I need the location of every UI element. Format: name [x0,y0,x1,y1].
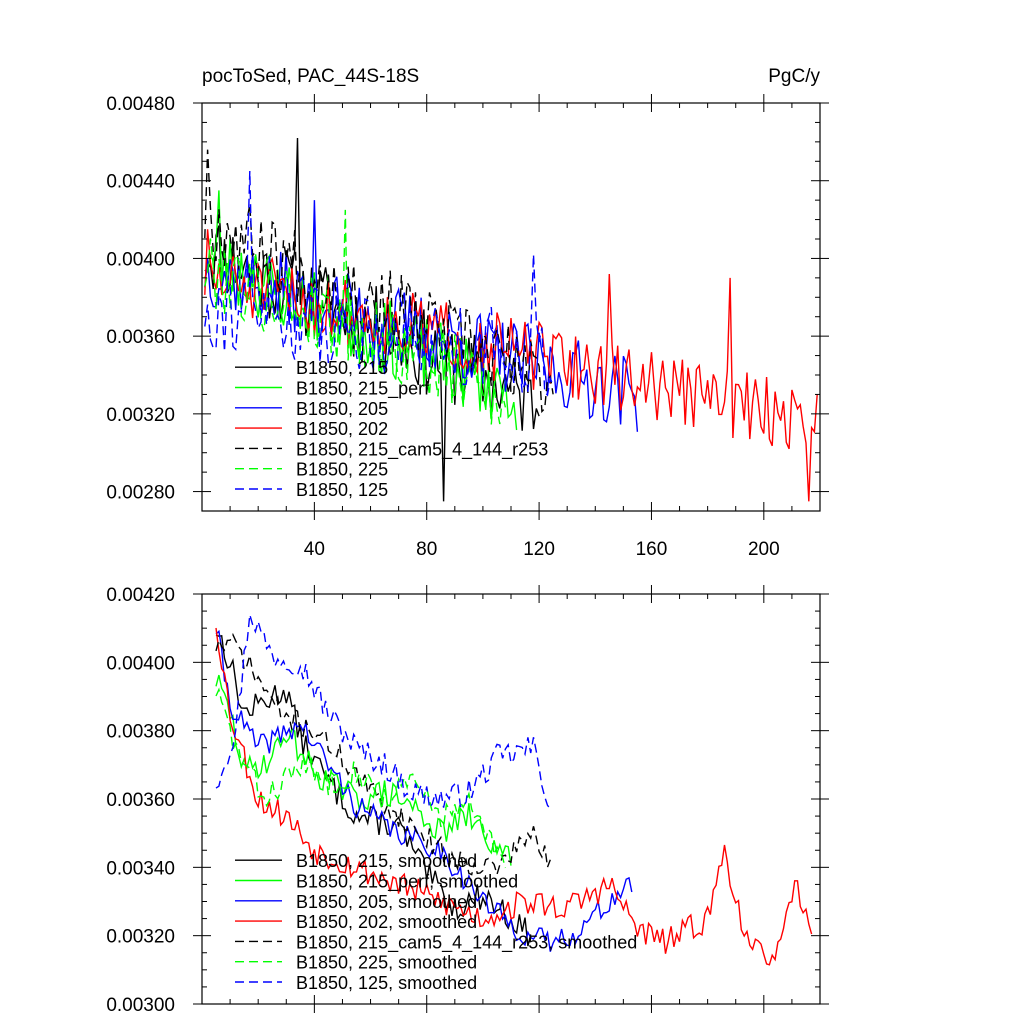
legend-label: B1850, 205 [296,399,388,419]
y-tick-label: 0.00400 [106,249,175,270]
y-tick-label: 0.00340 [106,858,175,879]
legend-label: B1850, 215, smoothed [296,851,477,871]
chart-units: PgC/y [768,66,820,87]
legend-label: B1850, 125, smoothed [296,973,477,993]
series-line-3 [215,629,633,952]
legend-label: B1850, 125 [296,480,388,500]
y-tick-label: 0.00280 [106,483,175,504]
legend-label: B1850, 202 [296,419,388,439]
x-tick-label: 160 [636,539,668,560]
legend-label: B1850, 202, smoothed [296,912,477,932]
legend-label: B1850, 215_perf, smoothed [296,872,518,893]
y-tick-label: 0.00440 [106,172,175,193]
x-tick-label: 200 [748,539,780,560]
series-line-5 [204,149,554,414]
x-tick-label: 40 [304,539,325,560]
series-group [204,137,818,502]
y-tick-label: 0.00360 [106,790,175,811]
legend-label: B1850, 205, smoothed [296,892,477,912]
legend-label: B1850, 215 [296,358,388,378]
x-tick-label: 80 [416,539,437,560]
series-line-4 [204,229,818,502]
legend-label: B1850, 225, smoothed [296,953,477,973]
top-panel: 40 80 120 160 200 0.00280 0.00320 0.00360 0.0040… [106,66,829,560]
y-tick-label: 0.00420 [106,585,175,606]
bottom-panel: 0.00300 0.00320 0.00340 0.00360 0.00380 0.004… [106,585,829,1016]
series-line-3 [204,200,639,432]
y-tick-label: 0.00300 [106,995,175,1016]
series-line-6 [215,687,507,869]
series-line-5 [215,632,551,877]
y-tick-label: 0.00400 [106,653,175,674]
x-tick-label: 120 [523,539,555,560]
legend-label: B1850, 215_cam5_4_144_r253 [296,439,548,460]
legend-label: B1850, 215_perf [296,379,430,400]
series-line-7 [204,170,554,397]
y-tick-label: 0.00480 [106,94,175,115]
series-group [215,614,813,966]
y-tick-label: 0.00380 [106,722,175,743]
series-line-7 [215,614,551,810]
y-tick-label: 0.00320 [106,405,175,426]
series-line-4 [215,627,813,966]
chart-title: pocToSed, PAC_44S-18S [202,66,419,87]
y-tick-label: 0.00320 [106,927,175,948]
y-tick-label: 0.00360 [106,327,175,348]
legend-label: B1850, 215_cam5_4_144_r253, smoothed [296,932,637,953]
legend-label: B1850, 225 [296,460,388,480]
